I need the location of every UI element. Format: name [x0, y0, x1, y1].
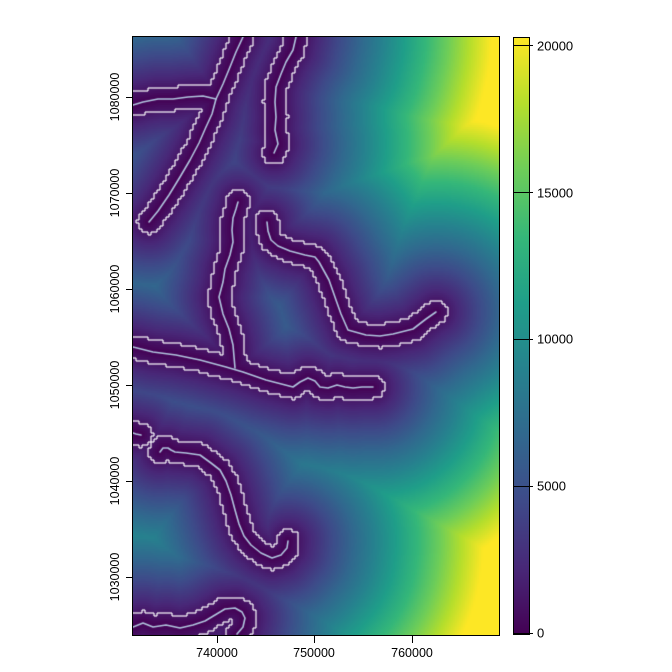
y-axis-tick-label: 1070000: [108, 168, 122, 218]
legend-tick-label: 5000: [537, 478, 566, 494]
legend-tick: [513, 45, 533, 47]
y-axis-tick-label: 1080000: [108, 72, 122, 122]
legend-tick-label: 10000: [537, 331, 574, 347]
x-axis-tick-label: 740000: [196, 646, 238, 660]
legend-tick: [513, 338, 533, 340]
x-axis-tick: [216, 636, 218, 643]
legend-tick-label: 0: [537, 625, 545, 641]
x-axis-tick: [313, 636, 315, 643]
legend-tick: [513, 485, 533, 487]
x-axis-tick-label: 750000: [293, 646, 335, 660]
y-axis-tick: [125, 192, 132, 194]
x-axis-tick: [411, 636, 413, 643]
legend-tick-label: 15000: [537, 185, 574, 201]
legend-colorbar: [513, 37, 530, 635]
legend-tick-label: 20000: [537, 38, 574, 54]
y-axis-tick-label: 1050000: [108, 360, 122, 410]
distance-raster-map: [132, 36, 500, 636]
y-axis-tick: [125, 96, 132, 98]
y-axis-tick-label: 1030000: [108, 552, 122, 602]
y-axis-tick: [125, 576, 132, 578]
legend-tick: [513, 192, 533, 194]
legend-tick: [513, 632, 533, 634]
y-axis-tick: [125, 288, 132, 290]
x-axis-tick-label: 760000: [391, 646, 433, 660]
y-axis-tick-label: 1040000: [108, 456, 122, 506]
y-axis-tick: [125, 480, 132, 482]
y-axis-tick: [125, 384, 132, 386]
y-axis-tick-label: 1060000: [108, 264, 122, 314]
